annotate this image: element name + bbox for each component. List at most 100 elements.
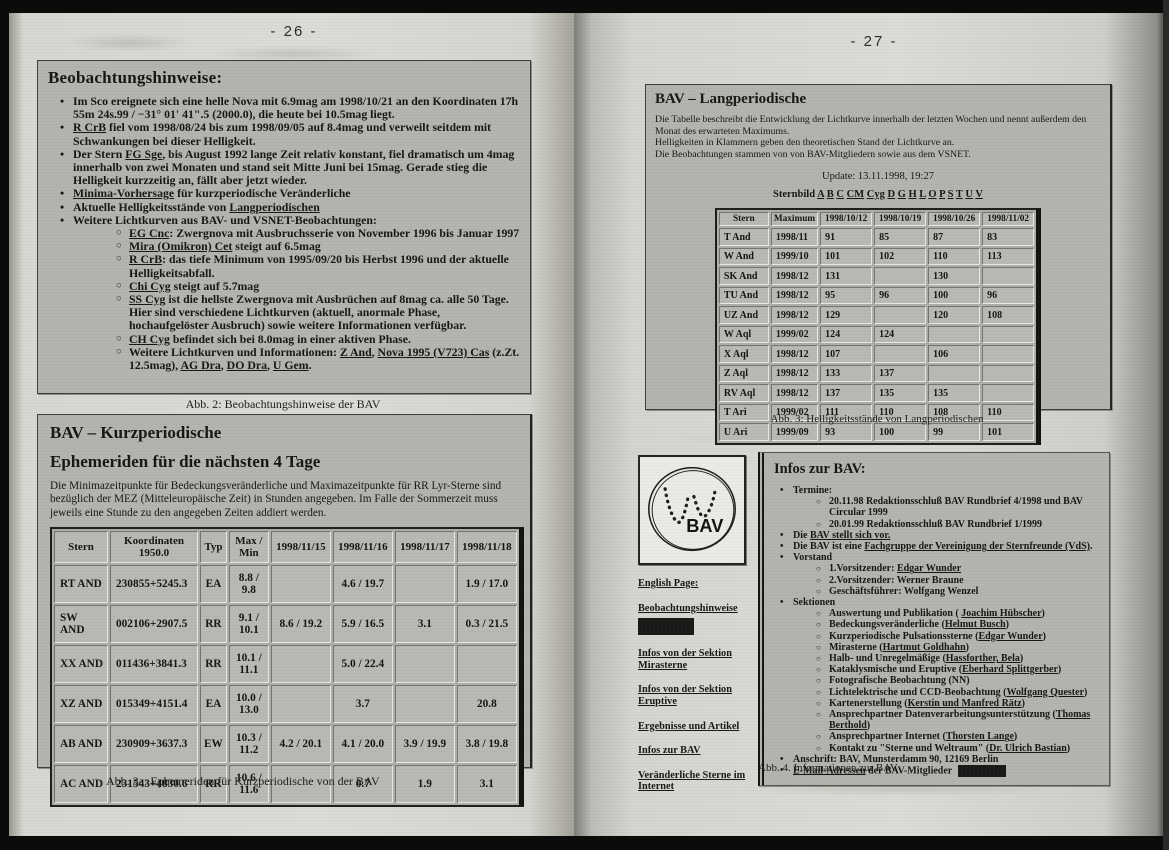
- table-cell: 93: [820, 423, 873, 441]
- column-header: Max / Min: [228, 531, 269, 564]
- table-cell: [270, 685, 331, 724]
- logo-text: BAV: [686, 515, 724, 536]
- list-item: 20.11.98 Redaktionsschluß BAV Rundbrief …: [816, 496, 1101, 518]
- table-cell: 133: [820, 364, 873, 383]
- table-cell: 10.3 / 11.2: [228, 725, 269, 764]
- table-row: T Ari 1999/02 111 110 108 110: [718, 403, 1035, 422]
- table-cell: 0.7: [332, 765, 393, 804]
- table-cell: 91: [820, 228, 873, 246]
- table-cell: [982, 325, 1035, 344]
- table-cell: [982, 267, 1035, 285]
- table-cell: 011436+3841.3: [110, 645, 198, 684]
- list-item: 2.Vorsitzender: Werner Braune: [816, 575, 1101, 586]
- table-row: UZ And 1998/12 129 120 108: [718, 306, 1035, 324]
- table-cell: 3.1: [456, 765, 517, 804]
- table-cell: 1998/11: [770, 228, 819, 246]
- list-item: Der Stern FG Sge, bis August 1992 lange …: [60, 147, 520, 188]
- link-text: B: [826, 189, 834, 201]
- link-text: Chi Cyg: [129, 278, 171, 293]
- table-cell: 1998/12: [770, 384, 819, 402]
- link-text: G: [897, 189, 906, 201]
- list-item: R CrB fiel vom 1998/08/24 bis zum 1998/0…: [60, 121, 520, 148]
- figure4-caption: Abb. 4. Informationen zur BAV: [758, 762, 898, 774]
- intro-paragraph: Die Minimazeitpunkte für Bedeckungsverän…: [50, 480, 502, 519]
- table-cell: W Aql: [718, 325, 769, 344]
- table-row: RV Aql 1998/12 137 135 135: [718, 384, 1035, 402]
- table-cell: 3.9 / 19.9: [394, 725, 455, 764]
- sternbild-link-row: Sternbild A B C CM Cyg D G H L O P S T U…: [773, 189, 983, 201]
- list-item: Sektionen: [780, 597, 1101, 608]
- link-text: D: [887, 189, 896, 201]
- link-text: Mira (Omikron) Cet: [129, 239, 233, 254]
- table-cell: [874, 345, 927, 363]
- link-text: SS Cyg: [129, 292, 166, 307]
- table-cell: 85: [874, 228, 927, 246]
- table-cell: 1998/12: [770, 306, 819, 324]
- link-text: T: [955, 189, 963, 201]
- link-text: E-Mail-Adressen: [793, 765, 866, 777]
- link-text: L: [919, 189, 926, 201]
- list-item: Mira (Omikron) Cet steigt auf 6.5mag: [116, 239, 520, 254]
- table-cell: W And: [718, 247, 769, 266]
- link-text: Hartmut Goldhahn: [882, 641, 966, 653]
- link-text: Minima-Vorhersage: [73, 186, 175, 201]
- link-text: EG Cnc: [129, 226, 170, 241]
- table-cell: 1998/12: [770, 364, 819, 383]
- table-cell: 002106+2907.5: [110, 605, 198, 644]
- table-cell: 108: [928, 403, 981, 422]
- table-cell: AB AND: [54, 725, 108, 764]
- table-cell: 8.8 / 9.8: [228, 565, 269, 604]
- table-cell: 10.1 / 11.1: [228, 645, 269, 684]
- table-cell: 137: [820, 384, 873, 402]
- link-text: Wolfgang Quester: [1006, 686, 1085, 698]
- table-row: RT AND 230855+5245.3 EA 8.8 / 9.8 4.6 / 19.7…: [54, 565, 517, 604]
- table-cell: [982, 384, 1035, 402]
- link-text: Langperiodischen: [229, 199, 320, 214]
- table-cell: 015349+4151.4: [110, 685, 198, 724]
- link-text: DO Dra: [226, 358, 267, 373]
- list-item: Die BAV ist eine Fachgruppe der Vereinig…: [780, 541, 1101, 552]
- table-cell: 1998/12: [770, 267, 819, 285]
- sidebar-link: English Page:: [638, 578, 699, 589]
- table-cell: 5.9 / 16.5: [332, 605, 393, 644]
- link-text: Thorsten Lange: [945, 731, 1014, 743]
- link-text: Z And: [339, 344, 372, 359]
- list-item: Im Sco ereignete sich eine helle Nova mi…: [60, 94, 520, 121]
- figure3a-caption: Abb. 3a: Ephemeriden für Kurzperiodische…: [106, 774, 380, 788]
- link-text: H: [908, 189, 917, 201]
- column-header: 1998/11/17: [394, 531, 455, 564]
- figure2-caption: Abb. 2: Beobachtungshinweise der BAV: [185, 397, 381, 411]
- sidebar-link: Infos von der Sektion Mirasterne: [638, 648, 732, 671]
- list-item: Weitere Lichtkurven aus BAV- und VSNET-B…: [60, 213, 520, 227]
- link-text: V: [975, 189, 983, 201]
- table-cell: 110: [928, 247, 981, 266]
- page-number: - 27 -: [850, 33, 898, 50]
- table-cell: SW AND: [54, 605, 108, 644]
- sidebar-link: Ergebnisse und Artikel: [638, 720, 740, 732]
- column-header: 1998/11/15: [270, 531, 331, 564]
- bav-logo: BAV: [638, 455, 746, 565]
- table-row: AB AND 230909+3637.3 EW 10.3 / 11.2 4.2 / 20…: [54, 725, 517, 764]
- panel-subtitle: Ephemeriden für die nächsten 4 Tage: [50, 452, 321, 471]
- list-item: Kurzperiodische Pulsationssterne (Edgar …: [816, 631, 1101, 642]
- list-item: SS Cyg ist die hellste Zwergnova mit Aus…: [116, 292, 520, 333]
- table-cell: 1999/02: [770, 403, 819, 422]
- table-cell: 108: [982, 306, 1035, 324]
- link-text: S: [947, 189, 954, 201]
- paragraph: Die Tabelle beschreibt die Entwicklung d…: [655, 114, 1087, 137]
- table-cell: 135: [928, 384, 981, 402]
- panel-title: Infos zur BAV:: [774, 461, 866, 477]
- table-cell: 230855+5245.3: [110, 565, 198, 604]
- column-header: 1998/10/26: [928, 212, 981, 227]
- table-cell: 110: [874, 403, 927, 422]
- list-item: Geschäftsführer: Wolfgang Wenzel: [816, 586, 1101, 597]
- list-item: Kontakt zu "Sterne und Weltraum" (Dr. Ul…: [816, 743, 1101, 754]
- scan-edge-right: [1163, 0, 1169, 850]
- table-cell: [928, 325, 981, 344]
- table-cell: 137: [874, 364, 927, 383]
- list-item: CH Cyg befindet sich bei 8.0mag in einer…: [116, 332, 520, 346]
- link-text: Cyg: [866, 189, 885, 201]
- link-text: P: [939, 189, 945, 201]
- table-cell: 124: [874, 325, 927, 344]
- table-row: Z Aql 1998/12 133 137: [718, 364, 1035, 383]
